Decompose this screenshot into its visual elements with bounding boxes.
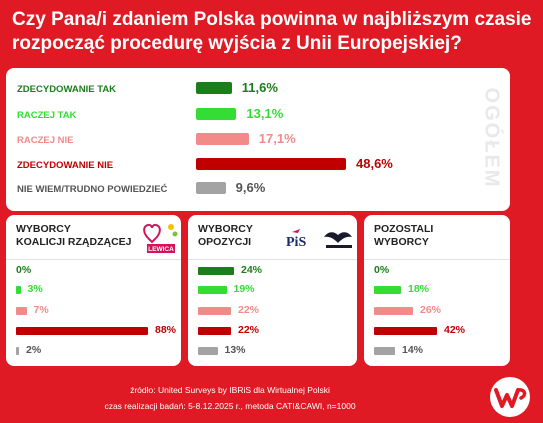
other-title-line-2: WYBORCY (374, 236, 429, 248)
overall-value-label: 9,6% (235, 180, 266, 195)
group-value-label: 0% (16, 264, 32, 276)
opposition-title-line-2: OPOZYCJI (198, 236, 252, 248)
group-bar (16, 327, 148, 335)
group-value-label: 14% (402, 344, 424, 356)
group-value-label: 13% (224, 344, 246, 356)
overall-side-label-text: OGÓŁEM (480, 87, 503, 189)
overall-value-label: 17,1% (258, 131, 296, 146)
overall-value-label: 48,6% (356, 156, 393, 171)
title-line-2: rozpocząć procedurę wyjścia z Unii Europ… (12, 33, 462, 54)
overall-bar (196, 108, 237, 120)
group-value-label: 26% (420, 304, 442, 316)
coalition-title-line-2: KOALICJI RZĄDZĄCEJ (16, 236, 132, 248)
opposition-title-line-1: WYBORCY (198, 223, 253, 235)
group-bar (16, 286, 21, 294)
card-divider (6, 259, 181, 260)
group-value-label: 88% (155, 324, 177, 336)
group-value-label: 7% (33, 304, 49, 316)
group-value-label: 42% (444, 324, 466, 336)
overall-bar (196, 182, 226, 194)
group-value-label: 2% (26, 344, 42, 356)
card-divider (188, 259, 357, 260)
group-bar (198, 307, 231, 315)
footer-method: czas realizacji badań: 5-8.12.2025 r., m… (104, 401, 356, 411)
overall-value-label: 11,6% (241, 80, 278, 95)
overall-bar (196, 133, 249, 145)
overall-value-label: 13,1% (246, 106, 284, 121)
heart-icon (143, 223, 161, 244)
title-line-1: Czy Pana/i zdaniem Polska powinna w najb… (12, 9, 532, 30)
group-value-label: 24% (241, 264, 263, 276)
lewica-logo-text: LEWICA (148, 246, 174, 253)
wp-logo (487, 376, 533, 418)
other-title-line-1: POZOSTALI (374, 223, 434, 235)
group-bar (374, 286, 401, 294)
opposition-logos: PiS (286, 223, 354, 255)
coalition-logos: LEWICA (142, 220, 180, 254)
eagle-icon (324, 232, 352, 243)
overall-category-label: NIE WIEM/TRUDNO POWIEDZIEĆ (17, 184, 168, 195)
overall-category-label: RACZEJ NIE (17, 135, 74, 146)
group-bar (374, 347, 395, 355)
group-bar (374, 307, 413, 315)
group-bar (198, 347, 218, 355)
pis-logo-accent (292, 229, 300, 233)
card-divider (364, 259, 510, 260)
group-value-label: 19% (233, 283, 255, 295)
group-bar (198, 327, 231, 335)
group-value-label: 0% (374, 264, 390, 276)
overall-results-card: OGÓŁEM ZDECYDOWANIE TAK 11,6% RACZEJ TAK 13… (6, 68, 510, 211)
overall-category-label: ZDECYDOWANIE TAK (17, 84, 117, 95)
coalition-voters-card: WYBORCY KOALICJI RZĄDZĄCEJ LEWICA 0% 3% 7%… (6, 215, 181, 366)
pis-logo-text: PiS (286, 235, 306, 250)
footer-source: źródło: United Surveys by IBRiS dla Wirt… (130, 385, 330, 395)
group-bar (198, 267, 234, 275)
group-bar (198, 286, 227, 294)
coalition-title-line-1: WYBORCY (16, 223, 71, 235)
overall-category-label: RACZEJ TAK (17, 110, 77, 121)
group-value-label: 3% (27, 283, 43, 295)
other-voters-card: POZOSTALI WYBORCY 0% 18% 26% 42% 14% (364, 215, 510, 366)
page-title: Czy Pana/i zdaniem Polska powinna w najb… (12, 8, 532, 56)
opposition-voters-card: WYBORCY OPOZYCJI PiS 24% 19% 22% 22% 13% (188, 215, 357, 366)
other-voters-title: POZOSTALI WYBORCY (374, 223, 433, 249)
group-value-label: 22% (238, 324, 260, 336)
opposition-voters-title: WYBORCY OPOZYCJI (198, 223, 253, 249)
overall-side-label: OGÓŁEM (480, 78, 503, 198)
overall-bar (196, 82, 232, 94)
group-bar (374, 327, 437, 335)
overall-category-label: ZDECYDOWANIE NIE (17, 160, 114, 171)
coalition-voters-title: WYBORCY KOALICJI RZĄDZĄCEJ (16, 223, 132, 249)
group-bar (16, 307, 27, 315)
group-value-label: 18% (408, 283, 430, 295)
star-icon (168, 224, 174, 230)
group-bar (16, 347, 19, 355)
group-value-label: 22% (238, 304, 260, 316)
overall-bar (196, 158, 346, 170)
